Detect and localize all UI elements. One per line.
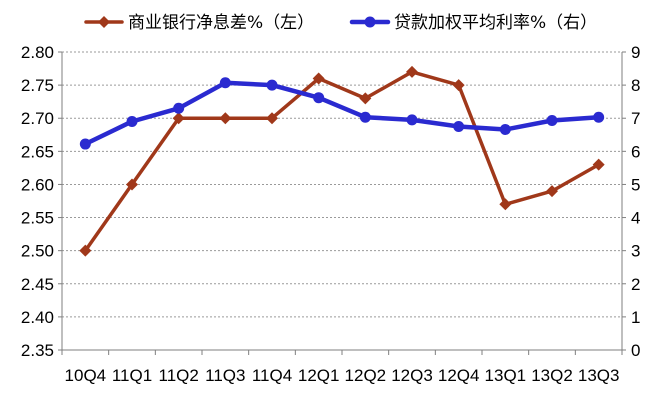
gridlines: [62, 51, 622, 318]
left-tick-label: 2.65: [21, 142, 54, 161]
x-tick-label: 13Q3: [578, 366, 620, 385]
x-tick-label: 11Q1: [112, 366, 152, 385]
data-point: [406, 65, 418, 78]
x-tick-label: 12Q3: [391, 366, 433, 385]
left-tick-label: 2.80: [21, 43, 54, 62]
x-tick-label: 11Q4: [252, 366, 292, 385]
legend-item: 商业银行净息差%（左）: [84, 13, 314, 33]
series-line: [83, 70, 601, 253]
left-tick-label: 2.50: [21, 242, 54, 261]
right-tick-label: 3: [631, 242, 640, 261]
x-tick-label: 12Q2: [345, 366, 387, 385]
axes: [61, 52, 623, 351]
data-point: [312, 72, 325, 85]
left-tick-label: 2.70: [21, 109, 54, 128]
data-point: [546, 115, 558, 127]
right-tick-label: 0: [631, 341, 640, 360]
data-point: [219, 77, 231, 89]
right-tick-label: 5: [631, 175, 640, 194]
x-tick-label: 10Q4: [65, 366, 107, 385]
x-axis-ticks: 10Q4 11Q1 11Q2 11Q3 11Q4 12Q1 12Q2 12Q3 12Q4 13Q1…: [61, 350, 623, 385]
legend: 商业银行净息差%（左） 贷款加权平均利率%（右）: [84, 13, 597, 33]
data-point: [453, 121, 465, 132]
x-tick-label: 11Q2: [159, 366, 199, 385]
data-point: [313, 92, 325, 104]
series-loan-rate: [79, 77, 605, 150]
series: [79, 65, 605, 257]
right-tick-label: 6: [631, 142, 640, 161]
data-point: [266, 79, 278, 91]
x-tick-label: 11Q3: [205, 366, 245, 385]
data-point: [172, 112, 185, 125]
data-point: [546, 185, 558, 198]
data-point: [79, 138, 91, 150]
data-point: [406, 114, 418, 126]
data-point: [173, 102, 185, 114]
left-tick-label: 2.45: [21, 275, 54, 294]
right-axis-ticks: 0 1 2 3 4 5 6 7 8 9: [622, 43, 640, 360]
series-line: [83, 80, 601, 147]
data-point: [592, 158, 605, 171]
left-tick-label: 2.40: [21, 308, 54, 327]
right-tick-label: 9: [631, 43, 640, 62]
data-point: [499, 123, 511, 135]
legend-label: 商业银行净息差%（左）: [128, 13, 314, 33]
legend-swatch-marker: [98, 16, 110, 28]
legend-label: 贷款加权平均利率%（右）: [394, 13, 597, 33]
x-tick-label: 13Q1: [485, 366, 527, 385]
data-point: [79, 244, 92, 257]
data-point: [499, 198, 512, 211]
left-axis-ticks: 2.35 2.40 2.45 2.50 2.55 2.60 2.65 2.70 2.75 2.80: [21, 43, 62, 360]
data-point: [266, 112, 278, 125]
right-tick-label: 2: [631, 275, 640, 294]
right-tick-label: 1: [631, 308, 640, 327]
left-tick-label: 2.60: [21, 175, 54, 194]
data-point: [219, 112, 232, 125]
data-point: [126, 116, 138, 128]
data-point: [359, 92, 372, 105]
data-point: [452, 79, 465, 92]
data-point: [593, 111, 605, 123]
legend-item: 贷款加权平均利率%（右）: [349, 13, 597, 33]
left-tick-label: 2.35: [21, 341, 54, 360]
data-point: [359, 111, 371, 123]
legend-swatch-marker: [364, 16, 376, 28]
left-tick-label: 2.55: [21, 209, 54, 228]
right-tick-label: 7: [631, 109, 640, 128]
x-tick-label: 13Q2: [531, 366, 573, 385]
right-tick-label: 4: [631, 209, 640, 228]
series-net-interest-margin: [79, 65, 605, 257]
data-point: [126, 178, 138, 191]
x-tick-label: 12Q1: [298, 366, 340, 385]
x-tick-label: 12Q4: [438, 366, 480, 385]
left-tick-label: 2.75: [21, 76, 54, 95]
right-tick-label: 8: [631, 76, 640, 95]
